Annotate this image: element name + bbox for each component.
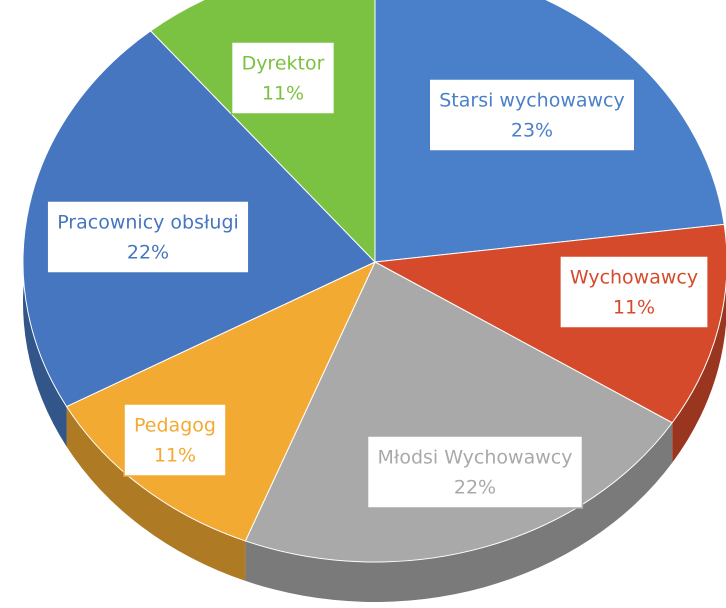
slice-name: Pedagog (134, 415, 216, 437)
slice-value: 23% (511, 120, 553, 142)
label-box (559, 255, 709, 329)
data-label: Wychowawcy 11% (559, 255, 709, 329)
slice-value: 11% (613, 297, 655, 319)
slice-name: Starsi wychowawcy (439, 90, 625, 112)
data-label: Pracownicy obsługi 22% (46, 200, 250, 274)
slice-value: 22% (127, 242, 169, 264)
slice-value: 22% (454, 477, 496, 499)
label-box (428, 78, 636, 152)
pie-slice-side (66, 406, 246, 581)
label-box (46, 200, 250, 274)
slice-name: Dyrektor (242, 53, 325, 75)
label-box (230, 41, 336, 115)
data-label: Młodsi Wychowawcy 22% (366, 435, 584, 509)
label-box (123, 403, 227, 477)
slice-value: 11% (262, 83, 304, 105)
data-label: Pedagog 11% (123, 403, 227, 477)
data-label: Dyrektor 11% (230, 41, 336, 115)
label-box (366, 435, 584, 509)
slice-name: Pracownicy obsługi (57, 212, 239, 234)
data-label: Starsi wychowawcy 23% (428, 78, 636, 152)
slice-value: 11% (154, 445, 196, 467)
slice-name: Wychowawcy (570, 267, 698, 289)
slice-name: Młodsi Wychowawcy (378, 447, 573, 469)
pie-slice-side (245, 422, 673, 602)
